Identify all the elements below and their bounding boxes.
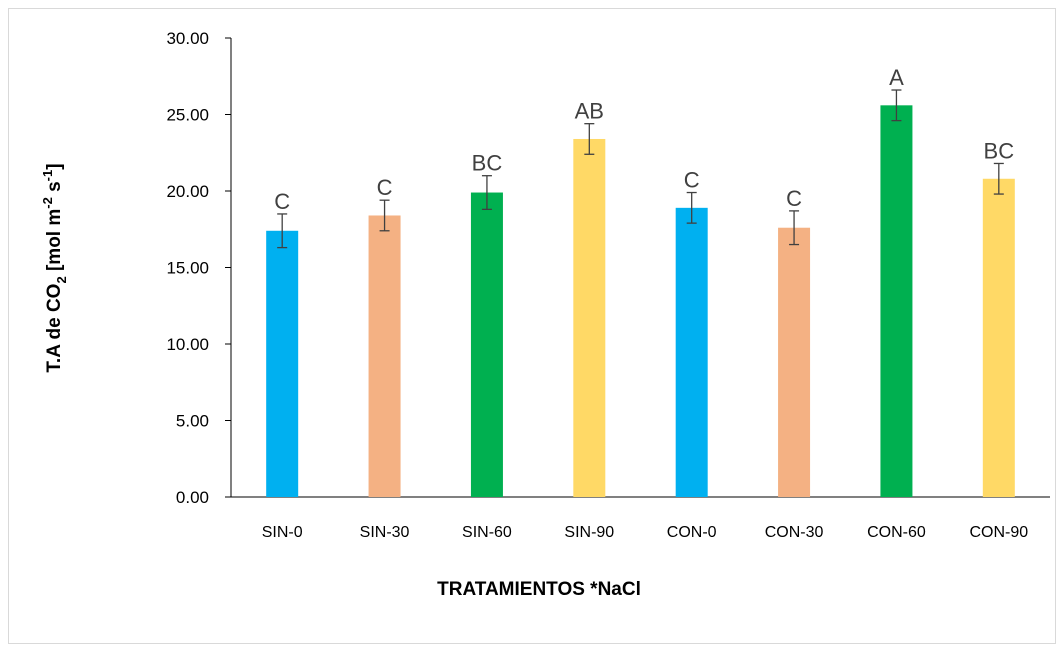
y-tick-label: 10.00 (166, 335, 209, 354)
bar (368, 215, 401, 498)
significance-letter: A (889, 65, 904, 90)
y-tick-label: 20.00 (166, 182, 209, 201)
y-tick-label: 0.00 (176, 488, 209, 507)
y-axis: 0.00 5.00 10.00 15.00 20.00 25.00 30.00 (166, 29, 232, 507)
significance-letter: BC (472, 151, 503, 176)
x-tick-label: CON-90 (969, 524, 1028, 541)
bar (573, 138, 606, 498)
significance-letter: C (274, 189, 290, 214)
x-tick-label: SIN-0 (262, 524, 303, 541)
x-tick-label: CON-0 (667, 524, 717, 541)
x-axis: SIN-0 SIN-30 SIN-60 SIN-90 CON-0 CON-30 CON-60… (231, 496, 1050, 541)
x-tick-label: CON-60 (867, 524, 926, 541)
significance-letter: AB (575, 99, 604, 124)
bar (675, 207, 708, 497)
y-tick-label: 25.00 (166, 106, 209, 125)
x-tick-label: CON-30 (765, 524, 824, 541)
x-tick-label: SIN-60 (462, 524, 512, 541)
significance-letter: C (786, 186, 802, 211)
x-tick-label: SIN-30 (360, 524, 410, 541)
bar (266, 230, 299, 497)
bar (470, 192, 503, 497)
bar (778, 227, 811, 497)
significance-letter: BC (984, 138, 1015, 163)
y-tick-label: 30.00 (166, 29, 209, 48)
significance-letter: C (377, 175, 393, 200)
x-tick-label: SIN-90 (564, 524, 614, 541)
y-axis-title: T.A de CO2 [mol m-2 s-1] (40, 163, 69, 372)
bars (266, 89, 1015, 498)
significance-letter: C (684, 168, 700, 193)
bar (880, 105, 913, 497)
bar (982, 178, 1015, 497)
y-tick-label: 5.00 (176, 412, 209, 431)
x-axis-title: TRATAMIENTOS *NaCl (437, 579, 641, 600)
y-tick-label: 15.00 (166, 259, 209, 278)
